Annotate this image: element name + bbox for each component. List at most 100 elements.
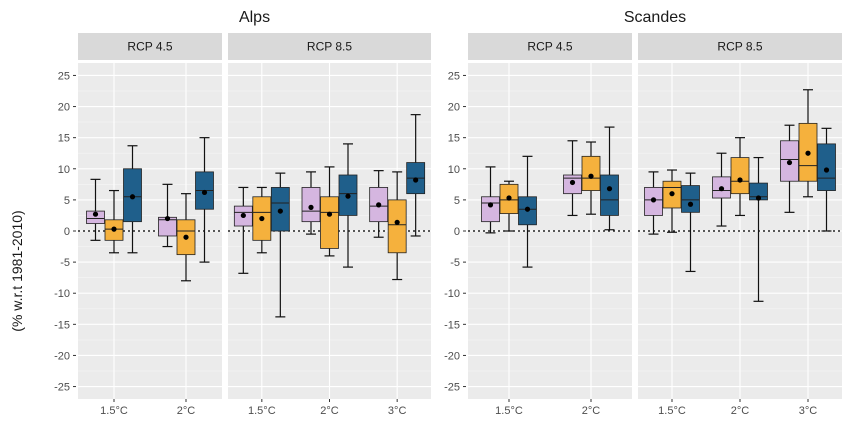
mean-point [755, 195, 762, 201]
mean-point [129, 194, 136, 200]
y-tick-label: -20 [444, 350, 460, 362]
strip-header [228, 33, 431, 60]
strip-label: RCP 8.5 [717, 40, 762, 54]
mean-point [786, 159, 793, 166]
box-2C-series-1 [301, 171, 321, 235]
y-tick-label: 10 [448, 164, 460, 176]
box-iqr [600, 174, 619, 216]
box-2C-series-2 [581, 141, 601, 215]
mean-point [345, 193, 351, 199]
region-title-alps: Alps [239, 9, 270, 26]
box-3C-series-2 [798, 89, 818, 198]
box-1.5C-series-3 [270, 172, 290, 318]
box-3C-series-2 [387, 171, 407, 281]
mean-point [569, 179, 576, 186]
y-tick-label: -20 [54, 350, 70, 362]
box-2C-series-3 [600, 126, 619, 231]
box-1.5C-series-1 [233, 186, 253, 274]
x-tick-label: 1.5°C [658, 405, 686, 417]
mean-point [588, 173, 594, 179]
box-3C-series-3 [817, 127, 836, 232]
mean-point [92, 211, 99, 217]
region-title-scandes: Scandes [624, 9, 686, 26]
x-tick-label: 2°C [731, 405, 750, 417]
mean-point [606, 186, 613, 192]
box-iqr [86, 210, 105, 224]
box-iqr [817, 143, 836, 191]
box-2C-series-3 [338, 143, 358, 268]
x-tick-label: 2°C [582, 405, 601, 417]
y-tick-label: 15 [58, 133, 70, 145]
y-tick-label: 0 [454, 226, 460, 238]
y-tick-label: 5 [454, 195, 460, 207]
mean-point [506, 195, 512, 201]
mean-point [718, 186, 725, 192]
y-tick-label: -15 [54, 319, 70, 331]
mean-point [164, 215, 171, 222]
box-2C-series-2 [176, 193, 196, 282]
strip-header [78, 33, 222, 60]
y-tick-label: 5 [64, 195, 70, 207]
x-tick-label: 2°C [320, 405, 339, 417]
x-tick-label: 3°C [388, 405, 407, 417]
strip-header [468, 33, 632, 60]
y-tick-label: 20 [448, 102, 460, 114]
mean-point [805, 150, 811, 156]
y-tick-label: 0 [64, 226, 70, 238]
box-iqr [320, 196, 339, 249]
box-2C-series-3 [195, 137, 214, 263]
x-tick-label: 3°C [799, 405, 818, 417]
box-1.5C-series-2 [662, 169, 682, 233]
mean-point [201, 189, 208, 196]
y-tick-label: -10 [54, 288, 70, 300]
box-1.5C-series-2 [104, 189, 124, 254]
mean-point [183, 234, 189, 240]
box-1.5C-series-1 [481, 166, 500, 234]
box-iqr [301, 187, 321, 223]
box-2C-series-1 [158, 183, 177, 248]
y-tick-label: -5 [450, 257, 460, 269]
mean-point [487, 202, 494, 208]
mean-point [308, 204, 314, 210]
strip-label: RCP 8.5 [307, 40, 352, 54]
box-1.5C-series-1 [86, 178, 105, 241]
box-1.5C-series-2 [499, 180, 519, 232]
box-1.5C-series-1 [644, 171, 663, 235]
mean-point [259, 215, 265, 222]
y-tick-label: -10 [444, 288, 460, 300]
mean-point [413, 177, 419, 183]
y-tick-label: -25 [54, 382, 70, 394]
y-tick-label: -5 [60, 257, 70, 269]
box-1.5C-series-3 [518, 155, 537, 268]
mean-point [326, 211, 333, 217]
mean-point [240, 212, 246, 219]
y-axis-label: (% w.r.t 1981-2010) [9, 210, 25, 331]
y-tick-label: 20 [58, 102, 70, 114]
y-tick-label: 25 [448, 70, 460, 82]
box-2C-series-1 [563, 140, 582, 217]
y-tick-label: -25 [444, 382, 460, 394]
box-1.5C-series-2 [252, 186, 272, 254]
x-tick-label: 1.5°C [100, 405, 128, 417]
box-iqr [387, 199, 407, 254]
box-3C-series-1 [780, 124, 799, 213]
mean-point [669, 191, 675, 197]
mean-point [524, 206, 531, 212]
strip-header [638, 33, 842, 60]
box-2C-series-2 [730, 137, 750, 217]
y-tick-label: 25 [58, 70, 70, 82]
box-1.5C-series-3 [681, 172, 700, 273]
mean-point [111, 226, 117, 232]
box-2C-series-1 [712, 152, 731, 227]
mean-point [376, 202, 382, 208]
mean-point [394, 219, 400, 225]
y-tick-label: -15 [444, 319, 460, 331]
mean-point [737, 177, 743, 183]
box-1.5C-series-3 [123, 145, 142, 254]
box-2C-series-3 [749, 156, 768, 302]
x-tick-label: 1.5°C [495, 405, 523, 417]
x-tick-label: 2°C [177, 405, 196, 417]
box-3C-series-1 [369, 170, 389, 238]
box-iqr [730, 157, 750, 195]
